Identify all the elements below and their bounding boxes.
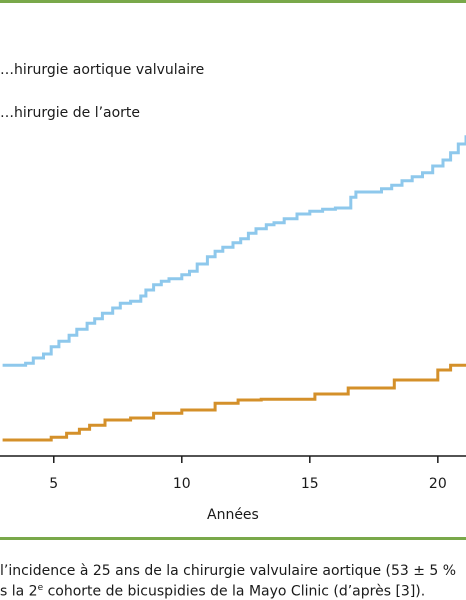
x-tick-label: 15 xyxy=(301,476,319,492)
series-line-aorta-surgery xyxy=(2,363,466,442)
legend-item-aorta-surgery: …hirurgie de l’aorte xyxy=(0,105,140,121)
caption-superscript: e xyxy=(37,583,44,593)
x-tick-label: 10 xyxy=(173,476,191,492)
x-tick-label: 20 xyxy=(429,476,447,492)
x-tick-label: 5 xyxy=(49,476,58,492)
top-rule xyxy=(0,0,466,3)
kaplan-meier-chart: 5 10 15 20 xyxy=(0,135,466,492)
x-axis-title: Années xyxy=(207,507,259,523)
x-axis-ticks: 5 10 15 20 xyxy=(49,456,447,492)
legend-item-valve-surgery: …hirurgie aortique valvulaire xyxy=(0,62,204,78)
legend-label-valve-surgery: …hirurgie aortique valvulaire xyxy=(0,62,205,78)
caption-text-2a: s la 2 xyxy=(0,583,38,600)
legend-label-aorta-surgery: …hirurgie de l’aorte xyxy=(0,105,141,121)
caption-text-1: l’incidence à 25 ans de la chirurgie val… xyxy=(0,563,457,579)
caption-line-2: s la 2e cohorte de bicuspidies de la May… xyxy=(0,583,425,600)
series-line-valve-surgery xyxy=(2,135,466,367)
bottom-rule xyxy=(0,537,466,540)
caption-line-1: l’incidence à 25 ans de la chirurgie val… xyxy=(0,563,456,579)
caption-text-2b: cohorte de bicuspidies de la Mayo Clinic… xyxy=(43,583,426,600)
